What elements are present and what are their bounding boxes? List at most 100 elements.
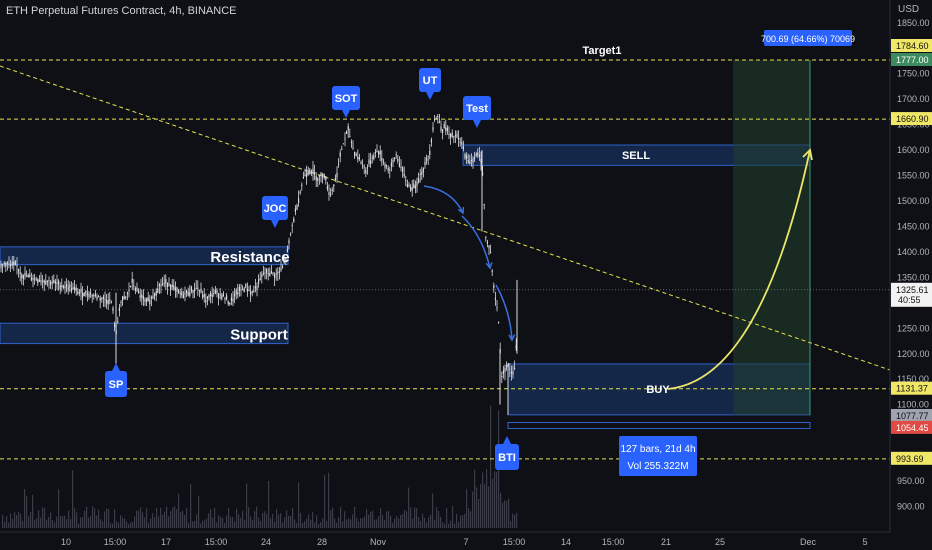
candle-body <box>488 245 490 249</box>
candle-body <box>32 278 34 280</box>
volume-bar <box>186 508 188 528</box>
callout-pointer <box>503 436 511 444</box>
candle-body <box>146 297 148 303</box>
volume-bar <box>428 517 430 528</box>
volume-bar <box>330 510 332 528</box>
candle-body <box>480 158 482 163</box>
volume-bar <box>496 471 498 528</box>
volume-bar <box>40 517 42 528</box>
price-label-countdown: 40:55 <box>898 295 921 305</box>
candle-body <box>160 284 162 286</box>
volume-bar <box>38 510 40 528</box>
candle-body <box>142 296 144 300</box>
time-tick: 15:00 <box>602 537 625 547</box>
volume-bar <box>94 508 96 528</box>
volume-bar <box>206 518 208 528</box>
price-tick: 1250.00 <box>897 323 930 333</box>
candle-body <box>336 172 338 178</box>
volume-bar <box>372 510 374 528</box>
candle-body <box>386 165 388 167</box>
candle-body <box>10 264 12 267</box>
candle-body <box>194 289 196 292</box>
volume-bar <box>90 516 92 528</box>
price-label: 1131.37 <box>896 384 928 394</box>
volume-bar <box>484 484 486 528</box>
zone-label-resistance: Resistance <box>210 249 289 266</box>
candle-body <box>78 292 80 294</box>
volume-bar <box>370 511 372 528</box>
candle-body <box>248 290 250 292</box>
candle-body <box>354 152 356 156</box>
candle-body <box>389 169 391 171</box>
candle-body <box>82 292 84 298</box>
volume-bar <box>48 516 50 528</box>
volume-bar <box>266 513 268 528</box>
candle-body <box>202 294 204 298</box>
candle-body <box>272 272 274 275</box>
volume-bar <box>236 508 238 528</box>
candle-body <box>486 241 488 244</box>
candle-body <box>85 290 87 294</box>
candle-body <box>94 294 96 296</box>
volume-bar <box>2 515 4 528</box>
volume-bar <box>204 519 206 528</box>
volume-bar <box>46 519 48 528</box>
path-arrow <box>461 215 491 269</box>
volume-bar <box>476 487 478 528</box>
volume-bar <box>224 522 226 528</box>
volume-bar <box>322 518 324 528</box>
volume-bar <box>302 523 304 528</box>
candle-body <box>186 290 188 294</box>
volume-bar <box>448 523 450 528</box>
volume-bar <box>464 513 466 528</box>
candle-body <box>46 281 48 283</box>
candle-body <box>99 297 101 301</box>
candle-body <box>190 286 192 291</box>
candle-body <box>147 297 149 301</box>
volume-bar <box>62 516 64 528</box>
volume-bar <box>254 510 256 528</box>
volume-bar <box>466 488 468 528</box>
volume-bar <box>318 523 320 528</box>
candle-body <box>251 290 253 293</box>
price-label-bg <box>891 451 932 465</box>
candle-body <box>198 289 200 291</box>
volume-bar <box>468 508 470 528</box>
volume-bar <box>88 517 90 528</box>
time-tick: Dec <box>800 537 817 547</box>
callout-pointer <box>473 120 481 128</box>
candle-body <box>384 164 386 168</box>
callout-pointer <box>342 110 350 118</box>
candle-body <box>6 262 8 265</box>
candle-body <box>66 284 68 287</box>
volume-bar <box>398 518 400 528</box>
volume-bar <box>314 522 316 528</box>
volume-bar <box>516 513 518 528</box>
candle-body <box>357 156 359 160</box>
volume-bar <box>284 517 286 528</box>
volume-bar <box>388 510 390 528</box>
volume-bar <box>350 519 352 528</box>
volume-bar <box>220 516 222 528</box>
candle-body <box>322 174 324 178</box>
volume-bar <box>436 506 438 528</box>
volume-bar <box>68 510 70 528</box>
candle-body <box>403 173 405 177</box>
candle-body <box>56 282 58 284</box>
callout-pointer <box>426 92 434 100</box>
volume-bar <box>100 519 102 528</box>
volume-bar <box>344 511 346 528</box>
symbol-title[interactable]: ETH Perpetual Futures Contract, 4h, BINA… <box>6 5 237 17</box>
candle-body <box>144 299 146 302</box>
candle-body <box>179 293 181 295</box>
candle-body <box>482 172 484 175</box>
candle-body <box>365 170 367 174</box>
candle-body <box>70 288 72 292</box>
candle-body <box>86 293 88 296</box>
candle-body <box>262 273 264 275</box>
time-tick: 25 <box>715 537 725 547</box>
candle-body <box>442 129 444 134</box>
volume-bar <box>300 512 302 528</box>
candle-body <box>83 293 85 297</box>
